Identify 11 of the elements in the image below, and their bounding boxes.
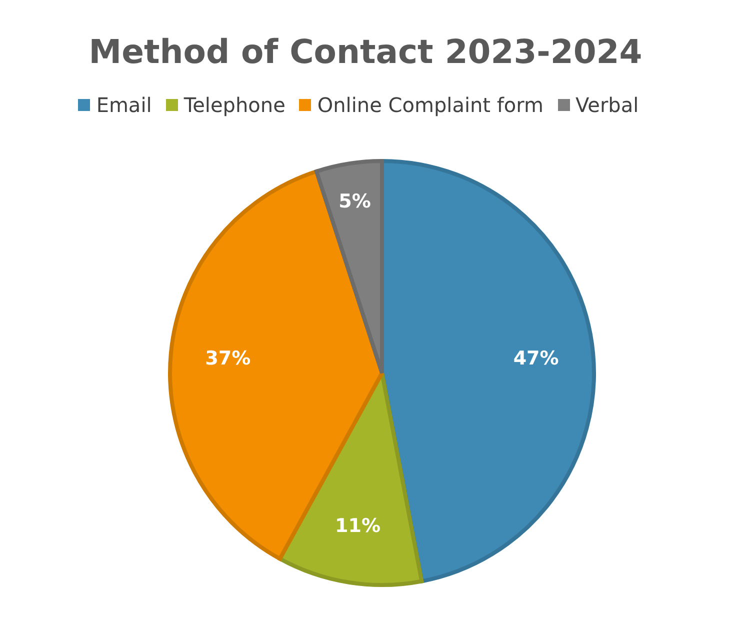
pie-slice: [168, 169, 384, 561]
chart-title: Method of Contact 2023-2024: [88, 31, 644, 73]
data-label: 37%: [205, 347, 251, 370]
legend-label: Online Complaint form: [317, 93, 544, 117]
legend-label: Verbal: [576, 93, 639, 117]
pie-slice: [314, 159, 384, 375]
legend-label: Email: [96, 93, 152, 117]
legend-label: Telephone: [184, 93, 286, 117]
data-label: 11%: [335, 514, 381, 537]
data-label: 5%: [338, 190, 371, 212]
data-label: 47%: [513, 347, 559, 370]
